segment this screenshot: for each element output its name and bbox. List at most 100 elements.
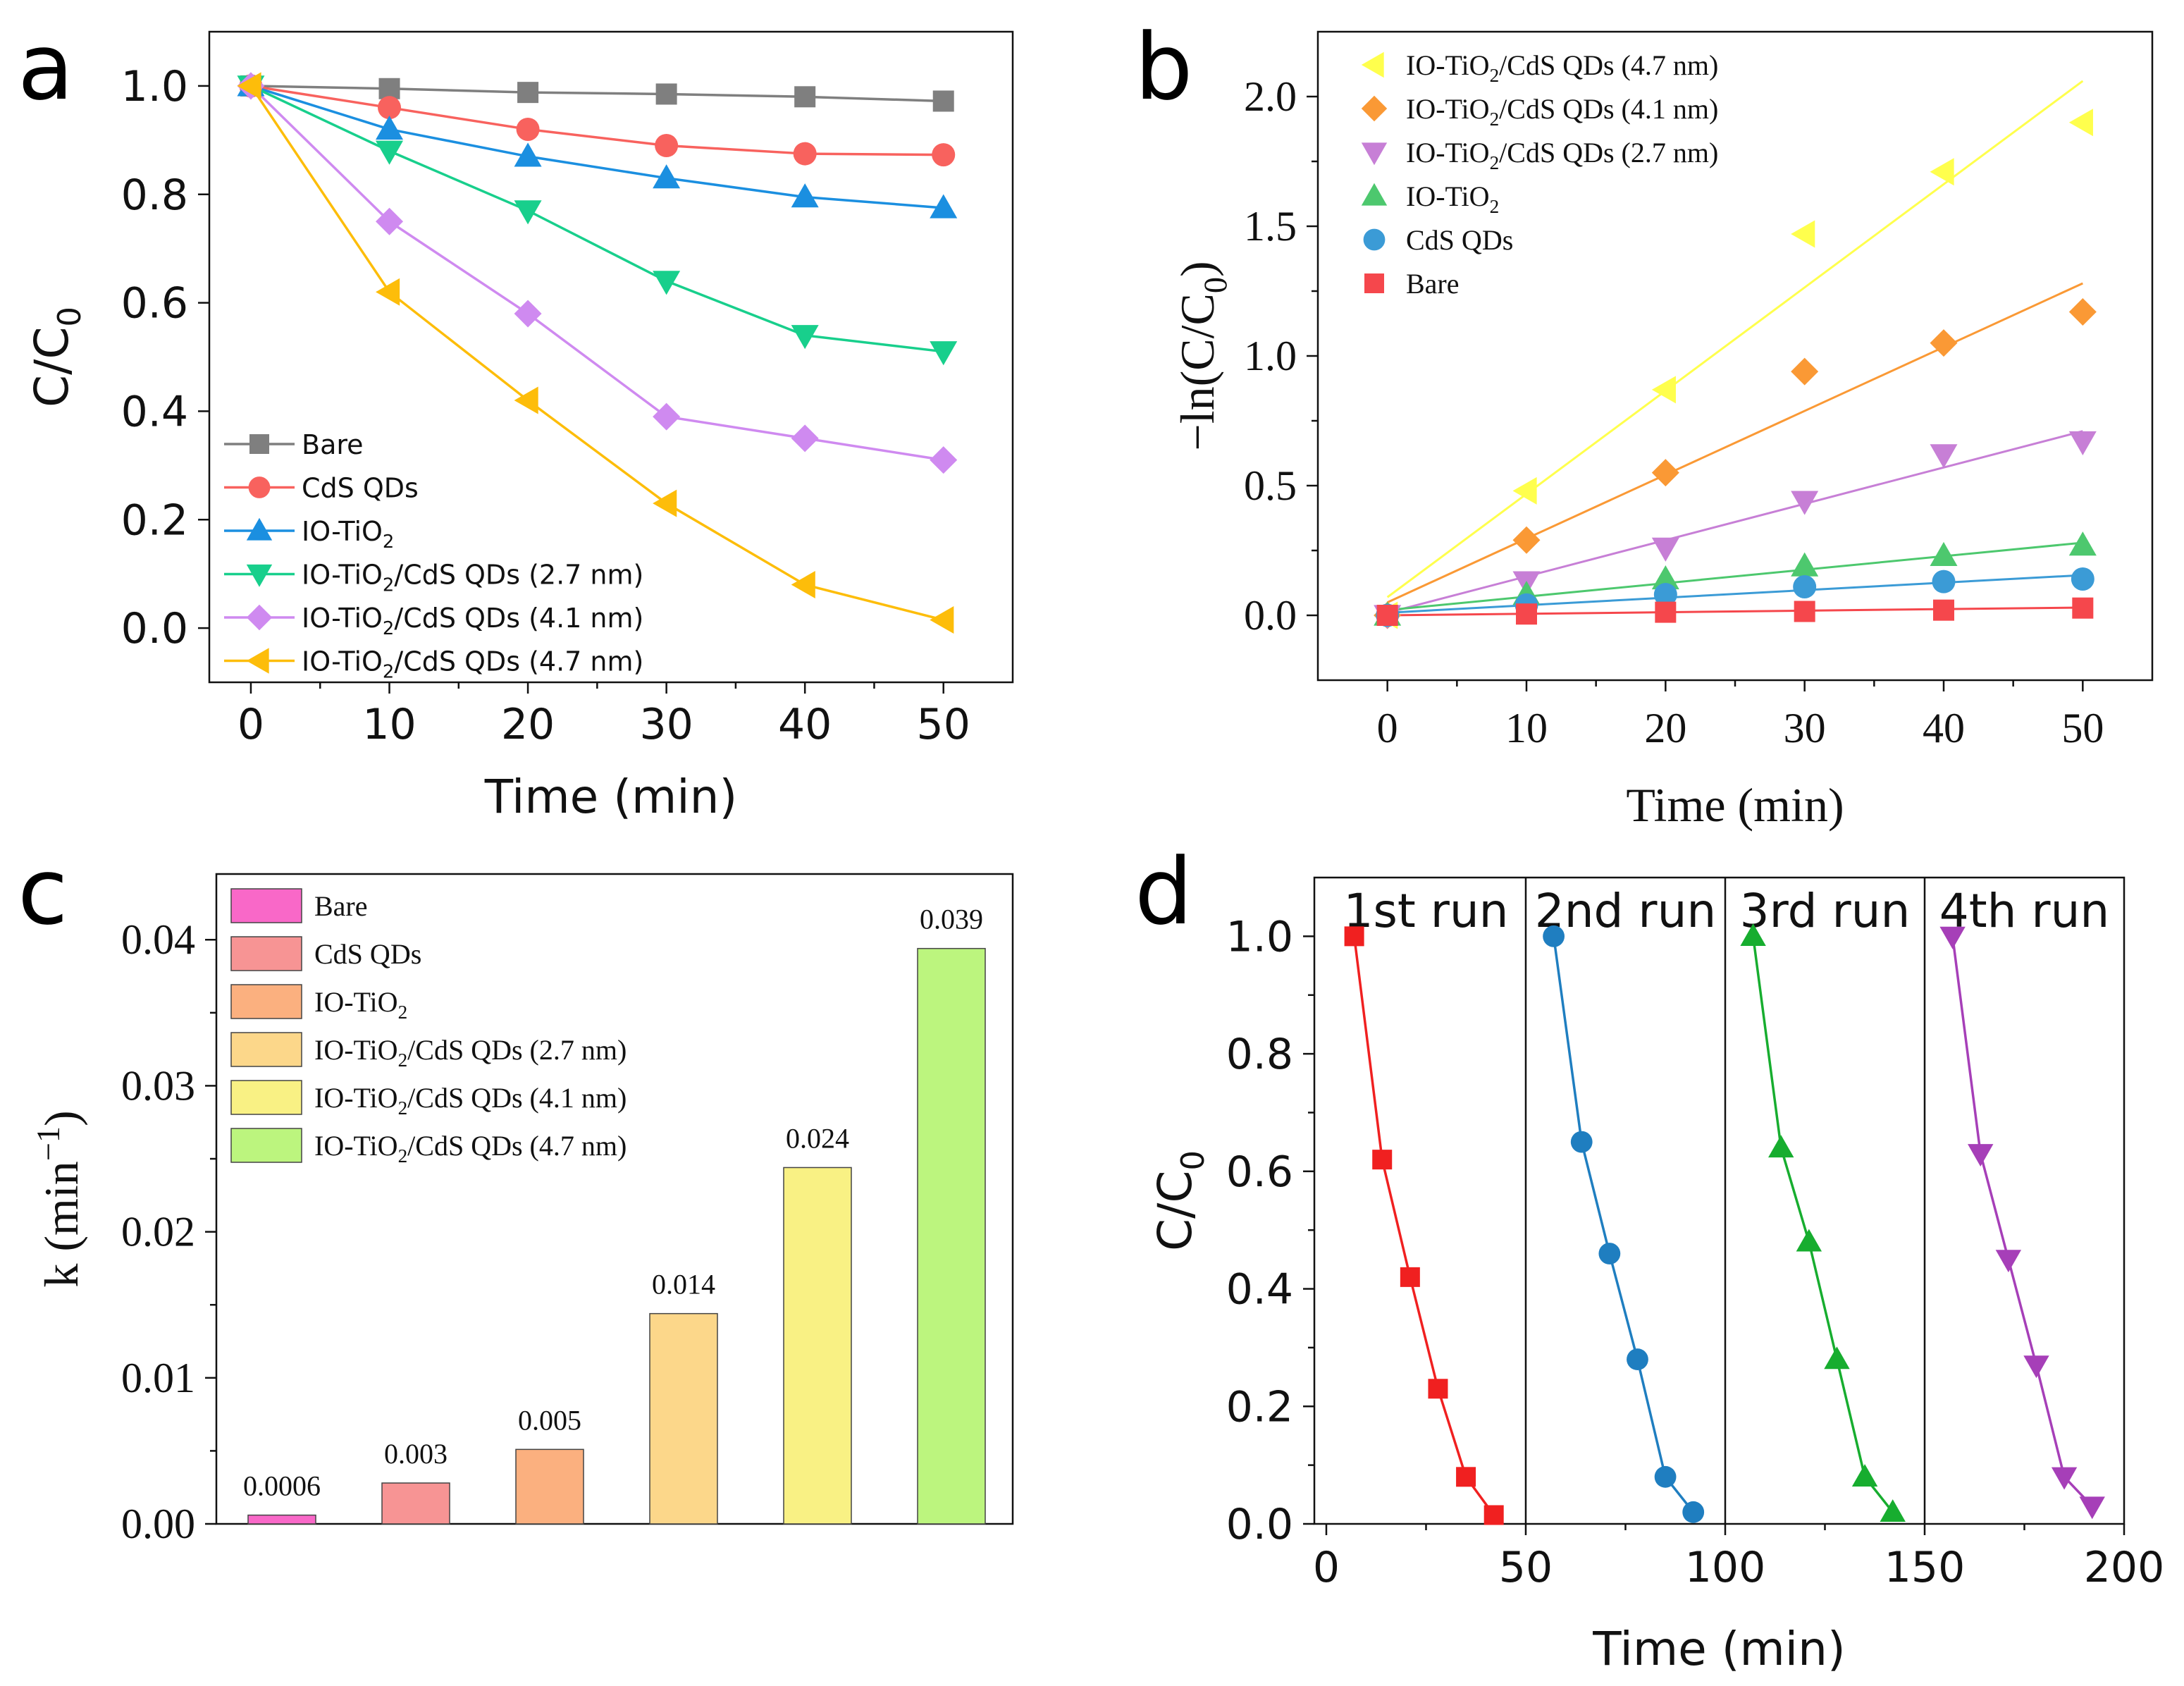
a-data-point <box>794 86 816 108</box>
d-xlabel: Time (min) <box>1592 1622 1845 1676</box>
a-legend-marker <box>249 434 269 454</box>
b-data-point <box>1791 357 1819 386</box>
b-data-point <box>1791 552 1819 577</box>
b-xlabel: Time (min) <box>1626 778 1844 832</box>
a-ytick-label: 0.6 <box>121 279 188 328</box>
a-data-point <box>516 117 540 141</box>
b-legend-label: IO-TiO2 <box>1406 180 1499 217</box>
a-ytick-label: 0.8 <box>121 171 188 220</box>
b-data-point <box>1933 599 1954 621</box>
b-legend-marker <box>1361 95 1388 122</box>
d-data-point <box>2079 1496 2105 1520</box>
a-xtick-label: 0 <box>237 700 264 749</box>
d-xtick-label: 50 <box>1499 1543 1553 1592</box>
d-data-point <box>1456 1467 1476 1487</box>
b-data-point <box>1655 601 1677 623</box>
c-legend-label: CdS QDs <box>314 938 421 970</box>
b-xtick-label: 40 <box>1923 705 1965 751</box>
chart-c: 0.00 0.01 0.02 0.03 0.04 k (min−1) 0.0006 0.003… <box>31 873 1014 1547</box>
c-bar-value-label: 0.0006 <box>243 1470 321 1502</box>
b-legend-label: IO-TiO2/CdS QDs (4.7 nm) <box>1406 49 1718 86</box>
a-legend-label: IO-TiO2/CdS QDs (4.1 nm) <box>302 603 643 639</box>
d-ylabel: C/C0 <box>1148 1150 1211 1251</box>
b-ylabel: −ln(C/C0) <box>1171 261 1234 450</box>
a-xtick-label: 50 <box>917 700 970 749</box>
a-legend-marker <box>246 517 273 541</box>
panel-letter-b: b <box>1135 13 1193 121</box>
d-data-point <box>1627 1348 1648 1370</box>
d-data-point <box>1796 1229 1822 1252</box>
a-series-line <box>250 85 944 103</box>
a-legend-label: IO-TiO2/CdS QDs (4.7 nm) <box>302 646 643 683</box>
a-data-point <box>517 82 539 104</box>
a-frame <box>208 30 1014 684</box>
b-xtick-label: 50 <box>2061 705 2104 751</box>
b-fit-line <box>1387 282 2083 603</box>
a-xtick-label: 10 <box>362 700 416 749</box>
b-data-point <box>1516 603 1537 625</box>
b-data-point <box>2071 567 2094 591</box>
a-data-point <box>376 278 400 306</box>
d-data-point <box>1598 1243 1621 1264</box>
c-bar <box>917 947 986 1525</box>
c-legend-label: IO-TiO2 <box>314 986 407 1023</box>
b-data-point <box>1794 601 1815 622</box>
a-data-point <box>930 446 958 474</box>
d-data-point <box>1851 1464 1878 1487</box>
b-data-point <box>1930 541 1958 566</box>
d-xtick-label: 100 <box>1685 1543 1766 1592</box>
b-ytick-label: 1.5 <box>1244 203 1297 250</box>
a-data-point <box>376 115 404 140</box>
a-data-point <box>514 386 538 414</box>
b-data-point <box>1791 491 1819 515</box>
a-ytick-label: 0.0 <box>121 604 188 653</box>
a-series-line <box>249 85 944 462</box>
a-legend-marker <box>246 648 269 674</box>
b-data-point <box>1932 570 1956 593</box>
chart-a: 0 10 20 30 40 50 0.0 0.2 0.4 0.6 0.8 1.0 Time (min) C… <box>25 30 1014 824</box>
a-legend-label: Bare <box>302 429 364 460</box>
d-ytick-label: 0.0 <box>1226 1500 1293 1549</box>
a-data-point <box>376 140 404 165</box>
a-xtick-label: 20 <box>501 700 555 749</box>
d-data-point <box>1939 926 1966 949</box>
b-data-point <box>2068 431 2097 455</box>
a-data-point <box>930 606 954 634</box>
b-legend-marker <box>1363 228 1386 251</box>
d-ytick-label: 0.4 <box>1226 1265 1293 1315</box>
b-ytick-label: 0.0 <box>1244 592 1297 639</box>
d-data-point <box>1428 1379 1448 1399</box>
c-legend-label: IO-TiO2/CdS QDs (4.1 nm) <box>314 1082 627 1119</box>
a-data-point <box>793 142 817 166</box>
c-bar-value-label: 0.039 <box>920 904 983 935</box>
a-data-point <box>791 183 819 208</box>
d-data-point <box>1824 1346 1850 1370</box>
b-legend-marker <box>1361 51 1384 78</box>
panel-letter-c: c <box>18 838 68 945</box>
c-legend-label: IO-TiO2/CdS QDs (4.7 nm) <box>314 1130 627 1167</box>
d-data-point <box>1995 1250 2022 1273</box>
c-legend-swatch <box>230 1080 302 1115</box>
a-data-point <box>378 96 402 120</box>
a-data-point <box>514 142 542 167</box>
c-bar-value-label: 0.014 <box>652 1269 715 1300</box>
a-data-point <box>930 341 958 366</box>
b-legend-marker <box>1361 183 1388 206</box>
c-bar-value-label: 0.024 <box>786 1122 849 1154</box>
a-ylabel: C/C0 <box>25 307 88 407</box>
d-series-line <box>1951 936 2093 1508</box>
a-legend-label: IO-TiO2 <box>302 516 394 553</box>
c-ylabel: k (min−1) <box>31 1110 88 1287</box>
a-data-point <box>514 200 542 225</box>
a-xlabel: Time (min) <box>484 770 737 824</box>
d-data-point <box>1483 1505 1504 1525</box>
d-ytick-label: 0.6 <box>1226 1147 1293 1197</box>
a-legend-label: IO-TiO2/CdS QDs (2.7 nm) <box>302 560 643 596</box>
a-xtick-label: 40 <box>778 700 832 749</box>
d-frame <box>1313 876 2126 1525</box>
b-ytick-label: 2.0 <box>1244 73 1297 120</box>
d-run-label: 2nd run <box>1535 884 1717 938</box>
b-legend-label: Bare <box>1406 268 1460 300</box>
c-bar <box>649 1312 718 1525</box>
